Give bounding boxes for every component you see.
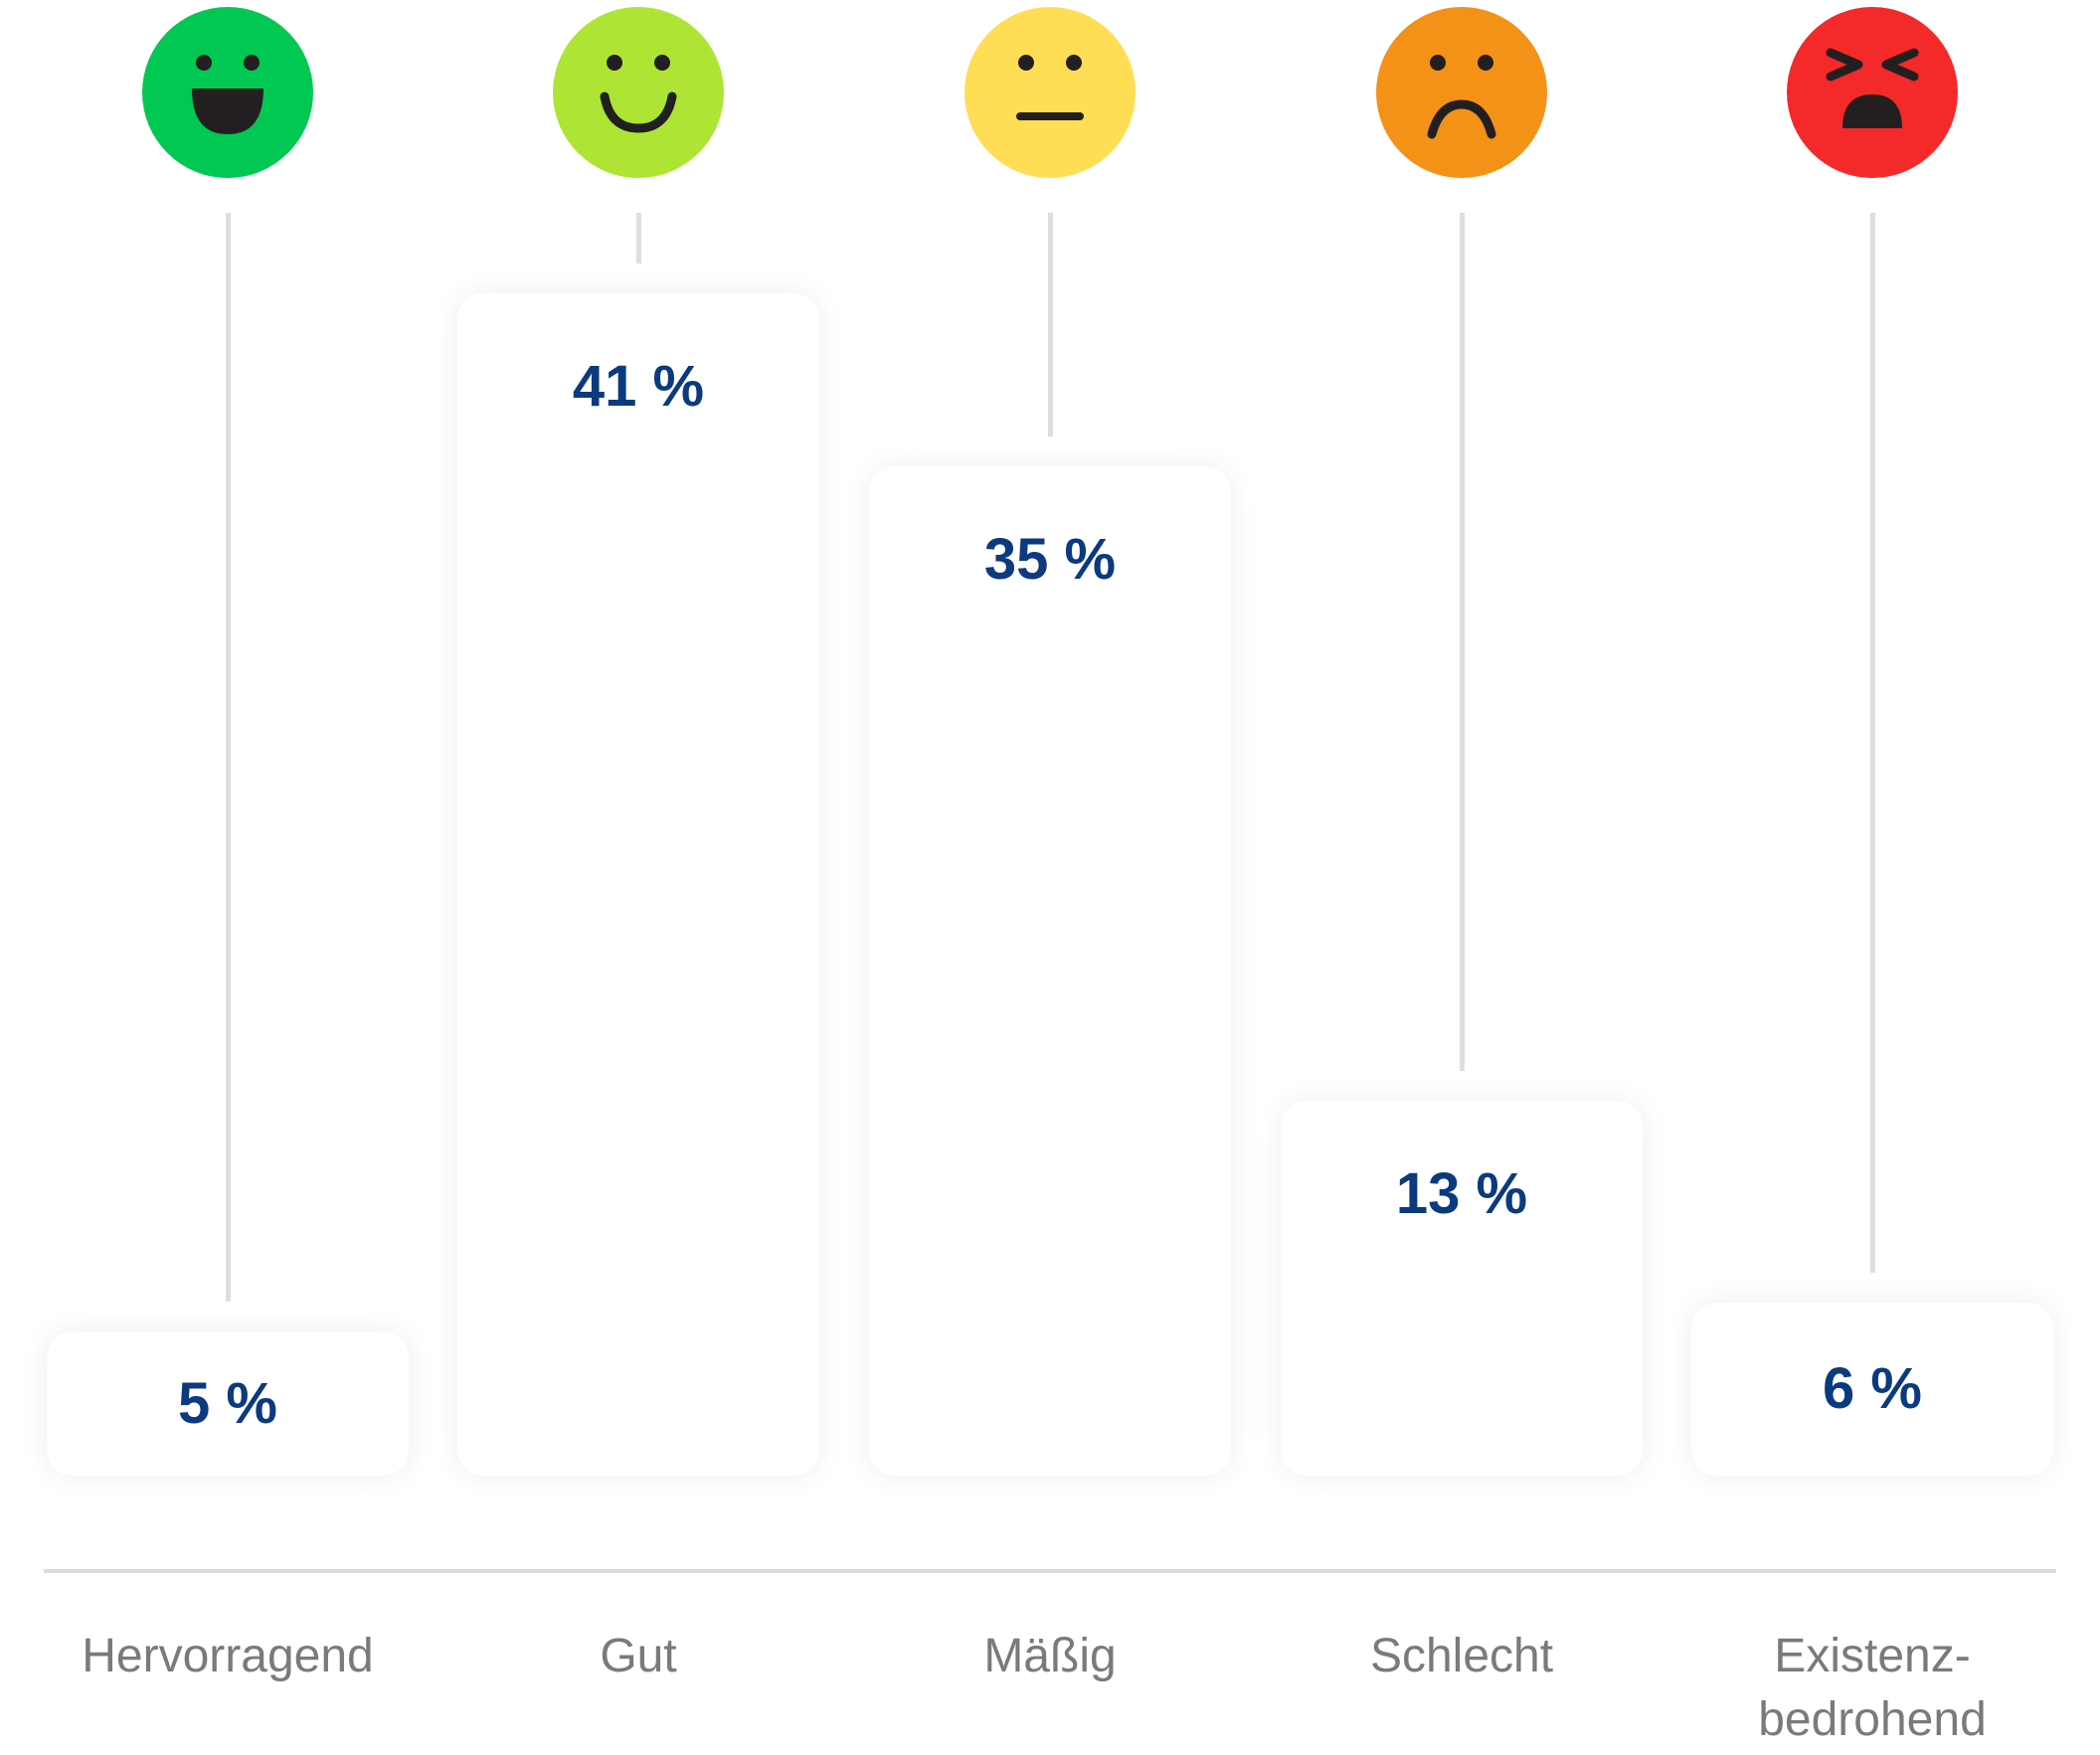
x-axis-line (44, 1569, 2056, 1573)
connector-line (1870, 213, 1875, 1273)
category-label-line: bedrohend (1758, 1693, 1987, 1746)
bar: 5 % (47, 1331, 409, 1476)
frowning-face-icon (1376, 7, 1547, 178)
angry-face-icon (1787, 7, 1958, 178)
value-label: 5 % (178, 1370, 277, 1436)
category-label-line: Gut (600, 1630, 677, 1682)
smiling-face-icon (553, 7, 724, 178)
connector-line (1460, 213, 1465, 1071)
category-label: Existenz-bedrohend (1663, 1625, 2081, 1752)
category-label-line: Mäßig (983, 1630, 1117, 1682)
category-label: Gut (430, 1625, 847, 1688)
category-label-line: Hervorragend (82, 1630, 374, 1682)
bar: 13 % (1281, 1101, 1643, 1476)
laughing-face-icon (142, 7, 313, 178)
value-label: 35 % (983, 527, 1117, 592)
value-label: 6 % (1823, 1356, 1922, 1421)
value-label: 41 % (572, 354, 705, 419)
connector-line (636, 213, 641, 263)
bar: 6 % (1691, 1303, 2053, 1476)
connector-line (1048, 213, 1053, 437)
category-label-line: Schlecht (1369, 1630, 1554, 1682)
category-label: Hervorragend (19, 1625, 437, 1688)
value-label: 13 % (1395, 1161, 1528, 1226)
category-label: Mäßig (841, 1625, 1259, 1688)
neutral-face-icon (964, 7, 1136, 178)
category-label-line: Existenz- (1774, 1630, 1971, 1682)
bar: 41 % (457, 293, 819, 1476)
category-label: Schlecht (1253, 1625, 1670, 1688)
bar: 35 % (869, 466, 1231, 1476)
connector-line (226, 213, 231, 1302)
